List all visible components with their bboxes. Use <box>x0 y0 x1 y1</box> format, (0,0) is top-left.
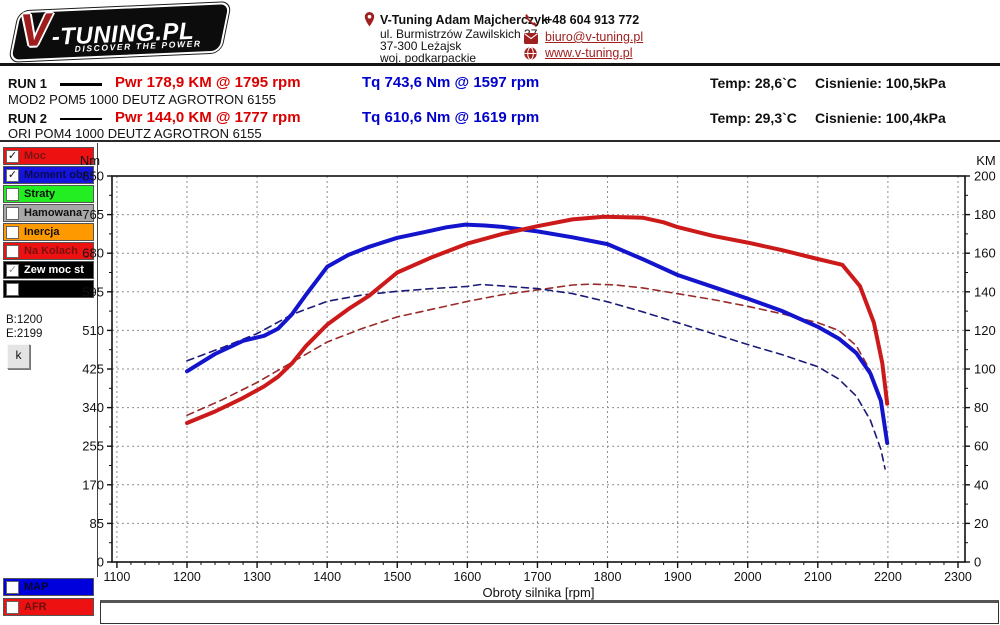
svg-text:2200: 2200 <box>874 570 902 584</box>
svg-text:85: 85 <box>90 516 104 531</box>
svg-text:80: 80 <box>974 400 988 415</box>
svg-text:KM: KM <box>976 153 996 168</box>
svg-text:1600: 1600 <box>453 570 481 584</box>
svg-text:425: 425 <box>82 362 104 377</box>
email-icon <box>524 31 538 49</box>
logo-v: V <box>18 2 52 57</box>
svg-text:510: 510 <box>82 323 104 338</box>
svg-text:40: 40 <box>974 477 988 492</box>
channel-toggle-hamowana[interactable]: Hamowana <box>3 204 94 222</box>
channel-toggle-moment-obr[interactable]: ✓ Moment obr <box>3 166 94 184</box>
map-afr-strip <box>100 600 999 624</box>
svg-text:595: 595 <box>82 284 104 299</box>
run2-line-sample <box>60 118 102 120</box>
checkbox-icon <box>6 206 19 220</box>
run2-pressure: Cisnienie: 100,4kPa <box>815 110 946 126</box>
channel-toggle-afr[interactable]: AFR <box>3 598 94 616</box>
runinfo-separator <box>0 140 1000 142</box>
run1-pressure: Cisnienie: 100,5kPa <box>815 75 946 91</box>
channel-toggle-map[interactable]: MAP <box>3 578 94 596</box>
svg-text:1500: 1500 <box>383 570 411 584</box>
channel-toggle-na-kolach[interactable]: Na Kolach <box>3 242 94 260</box>
checkbox-icon: ✓ <box>6 263 19 277</box>
contact-address-3: woj. podkarpackie <box>380 51 477 65</box>
run2-power-value: Pwr 144,0 KM @ 1777 rpm <box>115 109 301 126</box>
contact-phone: +48 604 913 772 <box>545 13 640 27</box>
run1-label: RUN 1 <box>8 76 48 91</box>
svg-text:1700: 1700 <box>524 570 552 584</box>
panel-divider <box>97 143 98 577</box>
run1-line-sample <box>60 83 102 86</box>
checkbox-icon <box>6 282 19 296</box>
svg-text:1800: 1800 <box>594 570 622 584</box>
contact-website-link[interactable]: www.v-tuning.pl <box>545 46 633 60</box>
svg-text:0: 0 <box>97 555 104 570</box>
svg-text:20: 20 <box>974 516 988 531</box>
svg-text:170: 170 <box>82 477 104 492</box>
channel-toggle-straty[interactable]: Straty <box>3 185 94 203</box>
run2-label: RUN 2 <box>8 111 48 126</box>
channel-toggle-inercja[interactable]: Inercja <box>3 223 94 241</box>
checkbox-icon <box>6 580 19 594</box>
run1-model: MOD2 POM5 1000 DEUTZ AGROTRON 6155 <box>8 92 277 107</box>
svg-text:140: 140 <box>974 284 996 299</box>
phone-icon <box>524 13 538 32</box>
contact-email-link[interactable]: biuro@v-tuning.pl <box>545 30 644 44</box>
svg-text:160: 160 <box>974 246 996 261</box>
channel-toggle-zew-moc[interactable]: ✓ Zew moc st <box>3 261 94 279</box>
run1-power-value: Pwr 178,9 KM @ 1795 rpm <box>115 74 301 91</box>
svg-text:340: 340 <box>82 400 104 415</box>
svg-text:Obroty silnika [rpm]: Obroty silnika [rpm] <box>483 585 595 600</box>
svg-text:1100: 1100 <box>103 570 130 584</box>
checkbox-icon: ✓ <box>6 168 19 182</box>
svg-text:60: 60 <box>974 439 988 454</box>
range-end: E:2199 <box>6 328 43 340</box>
range-begin: B:1200 <box>6 314 43 326</box>
svg-text:200: 200 <box>974 169 996 184</box>
channel-toggle-moc[interactable]: ✓ Moc <box>3 147 94 165</box>
checkbox-icon: ✓ <box>6 149 19 163</box>
checkbox-icon <box>6 244 19 258</box>
svg-text:2300: 2300 <box>944 570 972 584</box>
dyno-chart: 0 85 170 255 340 425 510 595 680 765 850 0 20 40 60 80 1… <box>80 153 996 600</box>
contact-name: V-Tuning Adam Majcherczyk <box>380 13 549 27</box>
svg-text:680: 680 <box>82 246 104 261</box>
svg-text:120: 120 <box>974 323 996 338</box>
svg-text:1900: 1900 <box>664 570 692 584</box>
svg-text:1300: 1300 <box>243 570 271 584</box>
checkbox-icon <box>6 187 19 201</box>
svg-text:255: 255 <box>82 439 104 454</box>
header-separator <box>0 63 1000 66</box>
run2-torque-value: Tq 610,6 Nm @ 1619 rpm <box>362 109 540 126</box>
svg-text:2100: 2100 <box>804 570 832 584</box>
vtuning-logo: V -TUNING.PL DISCOVER THE POWER <box>7 0 233 65</box>
k-button[interactable]: k <box>7 344 30 369</box>
run1-torque-value: Tq 743,6 Nm @ 1597 rpm <box>362 74 540 91</box>
svg-text:765: 765 <box>82 207 104 222</box>
svg-text:850: 850 <box>82 169 104 184</box>
svg-text:Nm: Nm <box>80 153 100 168</box>
run1-temp: Temp: 28,6`C <box>710 75 797 91</box>
svg-text:1200: 1200 <box>173 570 201 584</box>
checkbox-icon <box>6 225 19 239</box>
checkbox-icon <box>6 600 19 614</box>
run2-temp: Temp: 29,3`C <box>710 110 797 126</box>
channel-toggle-unlabeled[interactable] <box>3 280 94 298</box>
svg-text:1400: 1400 <box>313 570 341 584</box>
globe-icon <box>524 47 537 65</box>
svg-text:100: 100 <box>974 362 996 377</box>
svg-text:0: 0 <box>974 555 981 570</box>
svg-text:2000: 2000 <box>734 570 762 584</box>
svg-text:180: 180 <box>974 207 996 222</box>
run2-model: ORI POM4 1000 DEUTZ AGROTRON 6155 <box>8 126 262 141</box>
contact-address-1: ul. Burmistrzów Zawilskich 37 <box>380 27 538 41</box>
contact-address-2: 37-300 Leżajsk <box>380 39 462 53</box>
location-pin-icon <box>363 12 376 32</box>
